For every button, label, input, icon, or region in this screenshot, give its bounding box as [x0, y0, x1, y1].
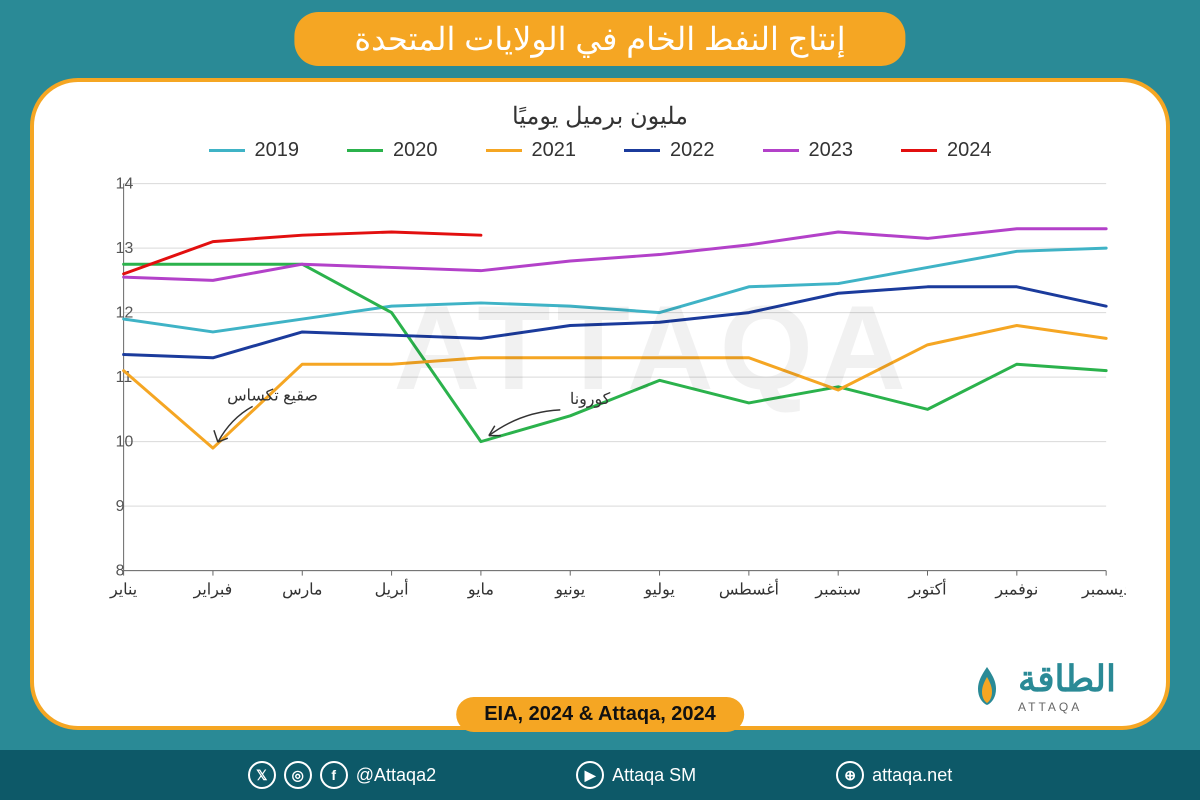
website-group: ⊕ attaqa.net [836, 761, 952, 789]
page-title: إنتاج النفط الخام في الولايات المتحدة [294, 12, 905, 66]
youtube-name: Attaqa SM [612, 765, 696, 786]
chart-card: مليون برميل يوميًا 201920202021202220232… [30, 78, 1170, 730]
flame-icon [964, 663, 1010, 709]
legend-item-2024: 2024 [901, 139, 992, 162]
svg-text:يناير: يناير [109, 581, 137, 598]
svg-text:يوليو: يوليو [643, 581, 674, 598]
svg-text:سبتمبر: سبتمبر [814, 581, 861, 598]
source-pill: EIA, 2024 & Attaqa, 2024 [456, 697, 744, 732]
svg-text:14: 14 [116, 176, 134, 193]
brand-name-ar: الطاقة [1018, 658, 1116, 700]
line-chart: 891011121314ينايرفبرايرمارسأبريلمايويوني… [74, 172, 1126, 612]
legend-swatch [624, 149, 660, 152]
legend-label: 2022 [670, 139, 715, 162]
legend-item-2020: 2020 [347, 139, 438, 162]
social-group: 𝕏 ◎ f @Attaqa2 [248, 761, 436, 789]
svg-text:أبريل: أبريل [375, 578, 409, 598]
svg-text:صقيع تكساس: صقيع تكساس [227, 387, 318, 404]
legend-label: 2019 [255, 139, 300, 162]
website-url: attaqa.net [872, 765, 952, 786]
svg-text:يونيو: يونيو [554, 581, 585, 598]
svg-text:نوفمبر: نوفمبر [994, 581, 1038, 598]
footer-bar: 𝕏 ◎ f @Attaqa2 ▶ Attaqa SM ⊕ attaqa.net [0, 750, 1200, 800]
legend-label: 2021 [532, 139, 577, 162]
youtube-icon: ▶ [576, 761, 604, 789]
legend-swatch [763, 149, 799, 152]
chart-subtitle: مليون برميل يوميًا [74, 102, 1126, 131]
legend-swatch [347, 149, 383, 152]
legend-label: 2024 [947, 139, 992, 162]
social-handle: @Attaqa2 [356, 765, 436, 786]
legend-label: 2020 [393, 139, 438, 162]
legend: 2019 2020 2021 2022 2023 2024 [74, 139, 1126, 162]
legend-item-2023: 2023 [763, 139, 854, 162]
chart-area: ATTAQA 891011121314ينايرفبرايرمارسأبريلم… [74, 172, 1126, 612]
globe-icon: ⊕ [836, 761, 864, 789]
brand-logo: الطاقة ATTAQA [964, 658, 1116, 714]
svg-text:ديسمبر: ديسمبر [1081, 581, 1126, 598]
svg-text:كورونا: كورونا [570, 391, 611, 408]
svg-text:13: 13 [116, 240, 134, 257]
x-icon: 𝕏 [248, 761, 276, 789]
svg-text:فبراير: فبراير [193, 581, 233, 598]
legend-swatch [209, 149, 245, 152]
legend-item-2021: 2021 [486, 139, 577, 162]
svg-text:أكتوبر: أكتوبر [907, 578, 946, 598]
svg-text:مارس: مارس [282, 581, 322, 598]
legend-item-2019: 2019 [209, 139, 300, 162]
legend-swatch [486, 149, 522, 152]
instagram-icon: ◎ [284, 761, 312, 789]
brand-name-en: ATTAQA [1018, 700, 1116, 714]
legend-item-2022: 2022 [624, 139, 715, 162]
youtube-group: ▶ Attaqa SM [576, 761, 696, 789]
facebook-icon: f [320, 761, 348, 789]
svg-text:أغسطس: أغسطس [719, 578, 779, 598]
svg-text:مايو: مايو [467, 581, 494, 598]
svg-text:10: 10 [116, 434, 134, 451]
legend-label: 2023 [809, 139, 854, 162]
legend-swatch [901, 149, 937, 152]
